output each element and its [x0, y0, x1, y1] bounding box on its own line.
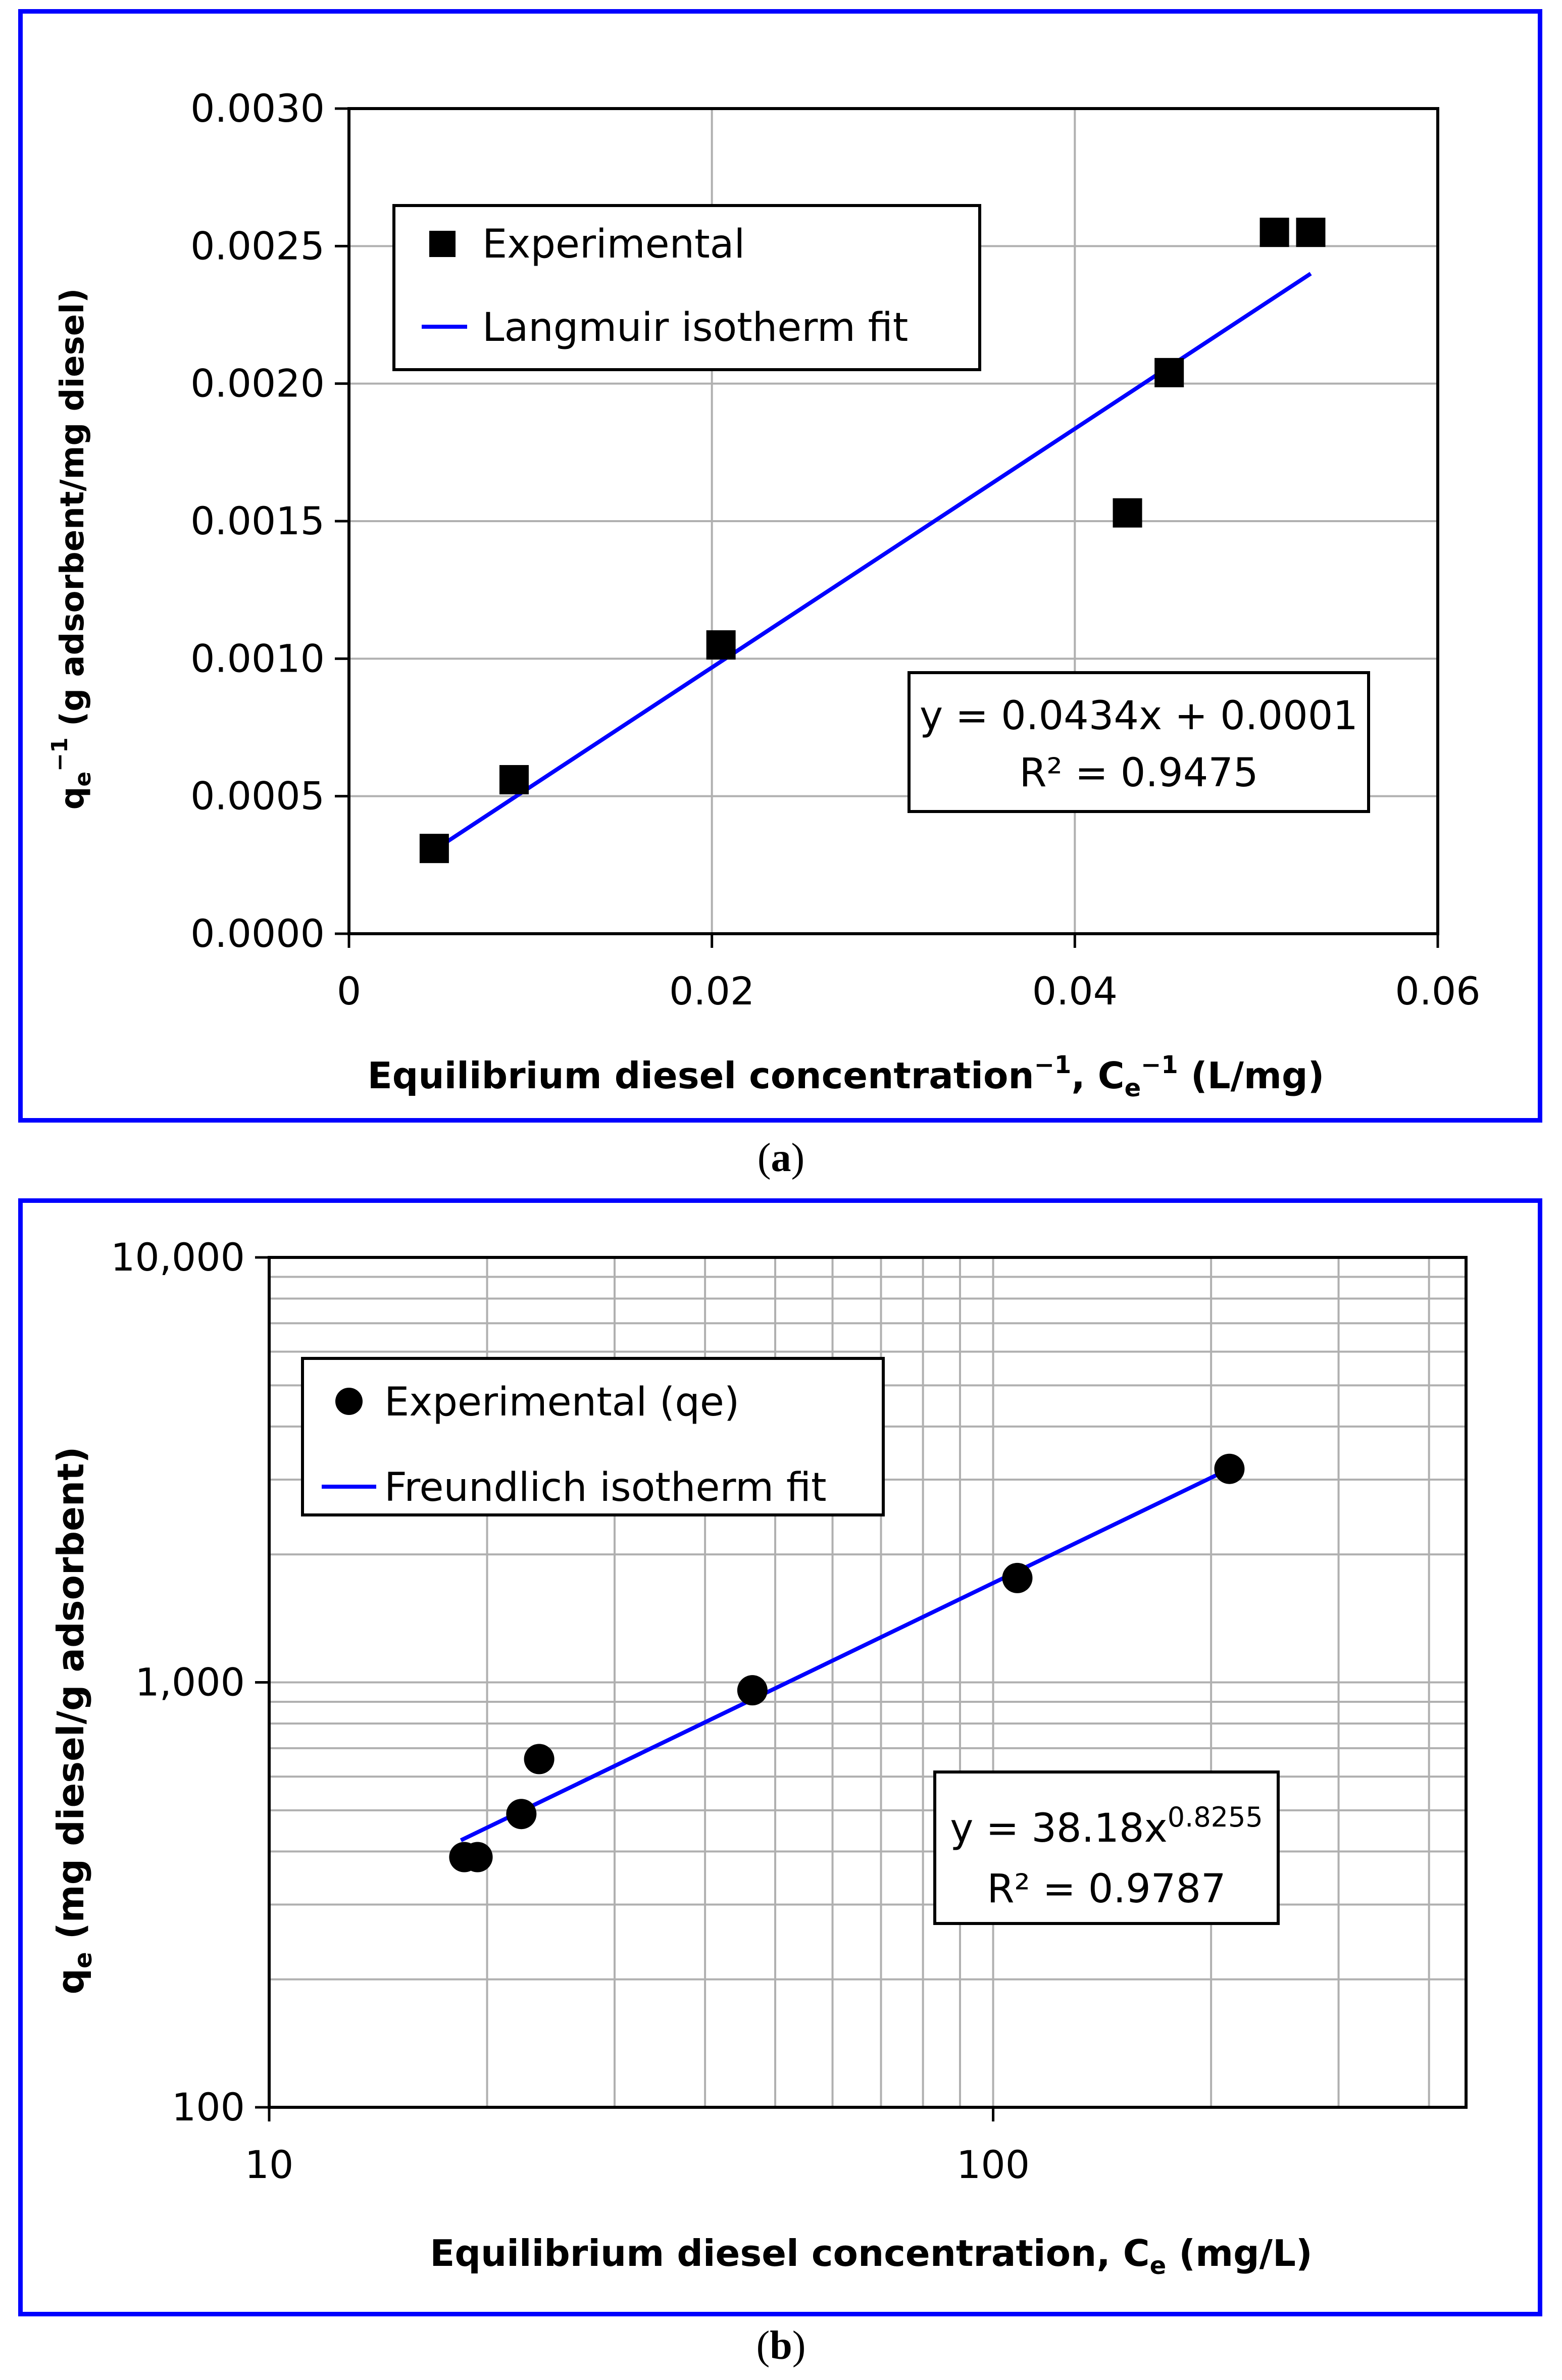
chart-b-legend-box	[301, 1357, 885, 1516]
chart-a-equation: y = 0.0434x + 0.0001	[920, 693, 1358, 739]
chart-a-data-point	[499, 765, 529, 794]
chart-b-data-point	[462, 1842, 493, 1872]
chart-b-legend-experimental: Experimental (qe)	[384, 1380, 739, 1425]
chart-a-data-point	[1113, 498, 1142, 528]
chart-a-equation-box	[908, 671, 1370, 813]
chart-a-tick-label-y: 0.0025	[190, 223, 325, 268]
chart-b-x-axis-title: Equilibrium diesel concentration, Ce (mg…	[430, 2232, 1313, 2280]
chart-b-data-point	[524, 1744, 555, 1775]
chart-a-legend-fit: Langmuir isotherm fit	[482, 305, 908, 350]
chart-a-r-squared: R² = 0.9475	[1019, 750, 1258, 796]
chart-panel-a: 0.0000 0.0005 0.0010 0.0015 0.0020 0.0025 0.00…	[18, 9, 1542, 1123]
chart-b-y-axis-title: qe (mg diesel/g adsorbent)	[49, 1447, 97, 1995]
chart-b-data-point	[506, 1799, 537, 1830]
chart-panel-b: 100 1,000 10,000 10 100 Experimental (qe) Fr…	[18, 1198, 1542, 2316]
chart-a-svg: 0.0000 0.0005 0.0010 0.0015 0.0020 0.0025 0.00…	[47, 86, 1481, 1102]
chart-a-tick-label-y: 0.0005	[190, 774, 325, 819]
chart-a-data-point	[419, 834, 449, 864]
chart-a-data-point	[1154, 358, 1184, 387]
chart-b-equation-box	[933, 1770, 1280, 1925]
chart-b-data-point	[737, 1675, 768, 1706]
chart-b-data-point	[1002, 1562, 1033, 1593]
chart-b-tick-label-y: 100	[172, 2085, 245, 2130]
chart-a-data-point	[706, 630, 736, 660]
chart-a-x-axis-title: Equilibrium diesel concentration−1, Ce−1…	[368, 1051, 1325, 1102]
chart-b-tick-label-y: 1,000	[135, 1660, 245, 1705]
caption-a: (a)	[757, 1136, 805, 1180]
chart-b-legend-marker-circle	[335, 1388, 363, 1415]
chart-a-tick-label-x: 0.06	[1395, 969, 1480, 1014]
chart-a-tick-label-y: 0.0030	[190, 86, 325, 131]
chart-b-legend-fit: Freundlich isotherm fit	[384, 1465, 827, 1510]
chart-a-legend-box	[392, 204, 981, 371]
chart-a-tick-label-y: 0.0010	[190, 636, 325, 681]
chart-a-legend-experimental: Experimental	[482, 222, 745, 267]
chart-a-tick-label-x: 0.04	[1032, 969, 1118, 1014]
chart-a-legend-marker-square	[429, 231, 456, 257]
chart-a-tick-label-x: 0	[337, 969, 361, 1014]
chart-b-equation: y = 38.18x0.8255	[950, 1801, 1263, 1851]
chart-b-tick-label-y: 10,000	[111, 1235, 245, 1280]
chart-a-data-point	[1259, 218, 1289, 247]
chart-b-r-squared: R² = 0.9787	[987, 1866, 1226, 1912]
caption-b: (b)	[756, 2323, 806, 2368]
chart-a-data-point	[1296, 218, 1326, 247]
chart-b-tick-label-x: 100	[956, 2142, 1030, 2187]
chart-a-tick-label-y: 0.0015	[190, 498, 325, 543]
chart-b-fit-line	[460, 1467, 1231, 1842]
chart-a-tick-label-y: 0.0020	[190, 361, 325, 406]
chart-a-tick-label-x: 0.02	[669, 969, 754, 1014]
chart-b-data-point	[1214, 1453, 1245, 1484]
chart-a-tick-label-y: 0.0000	[190, 911, 325, 956]
chart-b-tick-label-x: 10	[245, 2142, 294, 2187]
chart-a-y-axis-title: qe−1 (g adsorbent/mg diesel)	[47, 288, 96, 810]
